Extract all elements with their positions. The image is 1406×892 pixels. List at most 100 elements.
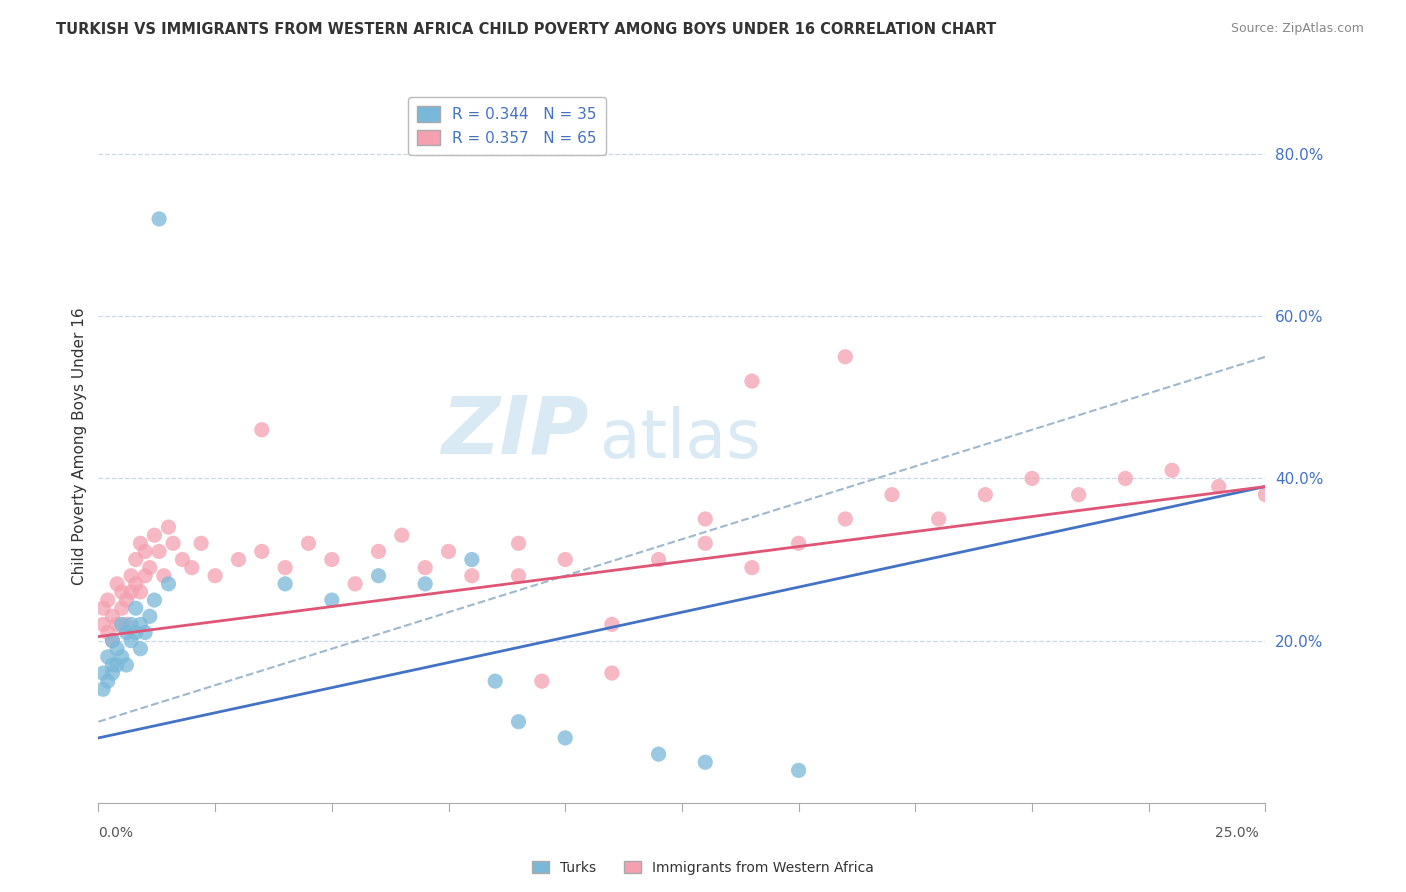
- Point: [115, 657, 138, 672]
- Point: [129, 585, 152, 599]
- Point: [695, 512, 717, 526]
- Text: atlas: atlas: [600, 406, 761, 472]
- Point: [134, 625, 156, 640]
- Point: [695, 536, 717, 550]
- Point: [461, 552, 484, 566]
- Text: 0.0%: 0.0%: [98, 826, 134, 839]
- Point: [190, 536, 212, 550]
- Point: [391, 528, 413, 542]
- Point: [105, 577, 128, 591]
- Point: [105, 657, 128, 672]
- Point: [97, 674, 120, 689]
- Point: [508, 714, 530, 729]
- Point: [600, 666, 623, 681]
- Point: [787, 764, 810, 778]
- Point: [508, 536, 530, 550]
- Point: [134, 544, 156, 558]
- Point: [600, 617, 623, 632]
- Point: [148, 544, 170, 558]
- Point: [321, 552, 343, 566]
- Point: [101, 633, 124, 648]
- Point: [530, 674, 553, 689]
- Point: [134, 568, 156, 582]
- Point: [367, 568, 389, 582]
- Point: [111, 617, 134, 632]
- Point: [695, 756, 717, 770]
- Legend: R = 0.344   N = 35, R = 0.357   N = 65: R = 0.344 N = 35, R = 0.357 N = 65: [408, 97, 606, 155]
- Point: [101, 633, 124, 648]
- Point: [125, 601, 148, 615]
- Point: [367, 544, 389, 558]
- Point: [834, 512, 856, 526]
- Point: [741, 560, 763, 574]
- Point: [125, 577, 148, 591]
- Point: [101, 609, 124, 624]
- Point: [413, 560, 436, 574]
- Point: [129, 617, 152, 632]
- Point: [105, 617, 128, 632]
- Point: [91, 617, 114, 632]
- Point: [120, 568, 142, 582]
- Point: [413, 577, 436, 591]
- Point: [105, 641, 128, 656]
- Point: [928, 512, 950, 526]
- Point: [143, 593, 166, 607]
- Point: [297, 536, 319, 550]
- Point: [120, 585, 142, 599]
- Point: [974, 488, 997, 502]
- Point: [1114, 471, 1136, 485]
- Point: [1254, 488, 1277, 502]
- Point: [115, 617, 138, 632]
- Point: [461, 568, 484, 582]
- Point: [115, 625, 138, 640]
- Point: [129, 536, 152, 550]
- Point: [125, 625, 148, 640]
- Text: ZIP: ZIP: [441, 392, 589, 471]
- Point: [162, 536, 184, 550]
- Point: [148, 211, 170, 226]
- Point: [97, 649, 120, 664]
- Point: [97, 593, 120, 607]
- Text: 25.0%: 25.0%: [1215, 826, 1258, 839]
- Point: [204, 568, 226, 582]
- Point: [120, 633, 142, 648]
- Point: [91, 666, 114, 681]
- Point: [250, 423, 273, 437]
- Point: [157, 520, 180, 534]
- Point: [1021, 471, 1043, 485]
- Point: [554, 731, 576, 745]
- Point: [180, 560, 202, 574]
- Point: [228, 552, 250, 566]
- Point: [437, 544, 460, 558]
- Text: TURKISH VS IMMIGRANTS FROM WESTERN AFRICA CHILD POVERTY AMONG BOYS UNDER 16 CORR: TURKISH VS IMMIGRANTS FROM WESTERN AFRIC…: [56, 22, 997, 37]
- Point: [157, 577, 180, 591]
- Point: [152, 568, 174, 582]
- Point: [172, 552, 194, 566]
- Point: [139, 560, 162, 574]
- Point: [1161, 463, 1184, 477]
- Point: [647, 552, 669, 566]
- Point: [508, 568, 530, 582]
- Y-axis label: Child Poverty Among Boys Under 16: Child Poverty Among Boys Under 16: [72, 307, 87, 585]
- Point: [647, 747, 669, 761]
- Point: [1208, 479, 1230, 493]
- Point: [111, 601, 134, 615]
- Point: [880, 488, 903, 502]
- Point: [111, 649, 134, 664]
- Point: [139, 609, 162, 624]
- Point: [91, 682, 114, 697]
- Point: [250, 544, 273, 558]
- Text: Source: ZipAtlas.com: Source: ZipAtlas.com: [1230, 22, 1364, 36]
- Legend: Turks, Immigrants from Western Africa: Turks, Immigrants from Western Africa: [527, 855, 879, 880]
- Point: [91, 601, 114, 615]
- Point: [143, 528, 166, 542]
- Point: [115, 593, 138, 607]
- Point: [741, 374, 763, 388]
- Point: [129, 641, 152, 656]
- Point: [484, 674, 506, 689]
- Point: [120, 617, 142, 632]
- Point: [125, 552, 148, 566]
- Point: [97, 625, 120, 640]
- Point: [834, 350, 856, 364]
- Point: [1067, 488, 1090, 502]
